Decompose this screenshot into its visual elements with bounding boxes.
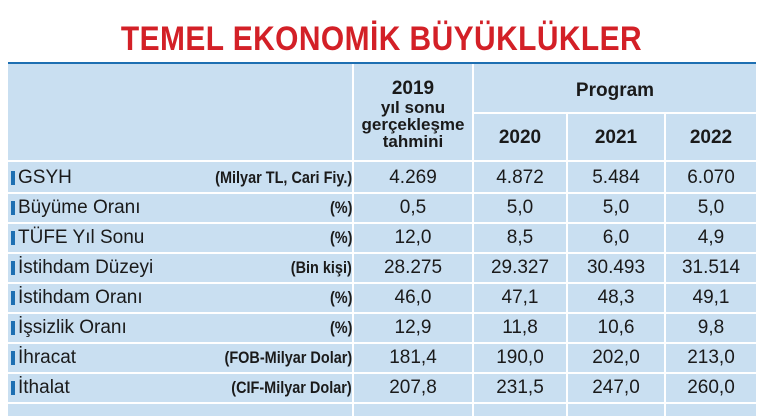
value-2021: 6,0 [602, 227, 630, 248]
header-2019-line3: gerçekleşme [361, 114, 465, 134]
row-marker [11, 321, 15, 335]
row-marker [11, 231, 15, 245]
value-2020: 47,1 [501, 287, 539, 308]
row-divider [8, 372, 756, 374]
row-divider [8, 282, 756, 284]
table-row: TÜFE Yıl Sonu (%) 12,0 8,5 6,0 4,9 [8, 224, 756, 252]
row-unit: (%) [329, 288, 352, 307]
table-row: İşsizlik Oranı (%) 12,9 11,8 10,6 9,8 [8, 314, 756, 342]
row-label: Büyüme Oranı [18, 197, 141, 218]
row-divider [8, 312, 756, 314]
row-unit: (%) [329, 198, 352, 217]
table-row: İstihdam Oranı (%) 46,0 47,1 48,3 49,1 [8, 284, 756, 312]
row-label: İstihdam Düzeyi [18, 257, 154, 278]
value-2022: 49,1 [692, 287, 730, 308]
col-divider-4 [664, 114, 666, 416]
value-2021: 5,0 [602, 197, 630, 218]
col-divider-3 [566, 114, 568, 416]
header-year-2021: 2021 [594, 126, 638, 148]
header-2019-year: 2019 [391, 77, 435, 99]
value-2021: 247,0 [592, 377, 640, 398]
table-row: İhracat (FOB-Milyar Dolar) 181,4 190,0 2… [8, 344, 756, 372]
col-divider-1 [352, 64, 354, 416]
row-label: İstihdam Oranı [18, 287, 143, 308]
row-marker [11, 351, 15, 365]
value-2020: 5,0 [506, 197, 534, 218]
table-row: İstihdam Düzeyi (Bin kişi) 28.275 29.327… [8, 254, 756, 282]
value-2019: 12,9 [394, 317, 432, 338]
row-divider [8, 342, 756, 344]
value-2022: 4,9 [697, 227, 725, 248]
row-marker [11, 171, 15, 185]
value-2020: 8,5 [506, 227, 534, 248]
table-row: İthalat (CIF-Milyar Dolar) 207,8 231,5 2… [8, 374, 756, 402]
value-2019: 4.269 [389, 167, 437, 188]
value-2020: 231,5 [496, 377, 544, 398]
row-unit: (Milyar TL, Cari Fiy.) [214, 168, 352, 187]
row-label: İthalat [18, 377, 70, 398]
value-2019: 12,0 [394, 227, 432, 248]
value-2021: 48,3 [597, 287, 635, 308]
row-label: İşsizlik Oranı [18, 317, 127, 338]
row-marker [11, 201, 15, 215]
row-marker [11, 291, 15, 305]
value-2022: 9,8 [697, 317, 725, 338]
table-title: TEMEL EKONOMİK BÜYÜKLÜKLER [120, 20, 643, 58]
table-row: Büyüme Oranı (%) 0,5 5,0 5,0 5,0 [8, 194, 756, 222]
col-divider-2 [472, 64, 474, 416]
row-divider [8, 252, 756, 254]
value-2019: 207,8 [389, 377, 437, 398]
value-2020: 11,8 [502, 317, 538, 338]
header-year-2020: 2020 [498, 126, 542, 148]
value-2022: 6.070 [687, 167, 735, 188]
row-marker [11, 261, 15, 275]
value-2021: 10,6 [597, 317, 635, 338]
row-divider [8, 402, 756, 404]
value-2022: 213,0 [687, 347, 735, 368]
row-unit: (FOB-Milyar Dolar) [224, 348, 352, 367]
value-2021: 202,0 [592, 347, 640, 368]
header-2019-line4: tahmini [382, 131, 444, 151]
row-unit: (Bin kişi) [290, 258, 352, 277]
row-divider [8, 222, 756, 224]
row-label: İhracat [18, 347, 77, 368]
header-bottom-divider [8, 160, 756, 162]
value-2021: 30.493 [586, 257, 646, 278]
row-unit: (%) [329, 318, 352, 337]
value-2019: 28.275 [383, 257, 443, 278]
table-row: GSYH (Milyar TL, Cari Fiy.) 4.269 4.872 … [8, 164, 756, 192]
economic-indicators-table: 2019 yıl sonu gerçekleşme tahmini Progra… [8, 62, 756, 416]
value-2020: 29.327 [490, 257, 550, 278]
row-label: GSYH [18, 167, 72, 188]
row-label: TÜFE Yıl Sonu [18, 227, 145, 248]
row-divider [8, 192, 756, 194]
header-program-divider [474, 112, 756, 114]
value-2019: 0,5 [399, 197, 427, 218]
value-2020: 190,0 [496, 347, 544, 368]
value-2019: 181,4 [389, 347, 437, 368]
row-marker [11, 381, 15, 395]
value-2020: 4.872 [496, 167, 544, 188]
value-2022: 5,0 [697, 197, 725, 218]
value-2022: 31.514 [681, 257, 741, 278]
value-2021: 5.484 [592, 167, 640, 188]
header-program: Program [575, 79, 655, 101]
header-year-2022: 2022 [689, 126, 733, 148]
row-unit: (%) [329, 228, 352, 247]
row-unit: (CIF-Milyar Dolar) [231, 378, 352, 397]
header-2019-line2: yıl sonu [380, 97, 446, 117]
header-2019: 2019 yıl sonu gerçekleşme tahmini [354, 68, 472, 160]
value-2019: 46,0 [394, 287, 432, 308]
value-2022: 260,0 [687, 377, 735, 398]
